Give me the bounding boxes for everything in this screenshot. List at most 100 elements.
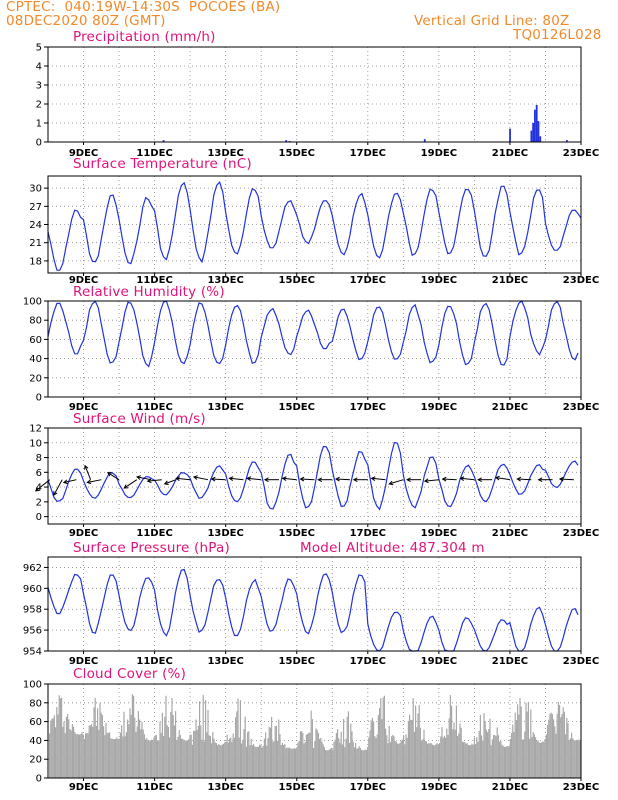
cloud-bar — [320, 737, 322, 778]
cloud-bar — [130, 714, 132, 778]
cloud-bar — [173, 725, 175, 778]
cloud-bar — [177, 736, 179, 778]
cloud-bar — [515, 720, 517, 778]
cloud-bar — [383, 695, 385, 778]
cloud-bar — [525, 702, 527, 778]
cloud-bar — [395, 741, 397, 778]
cloud-bar — [434, 745, 436, 778]
temp-title: Surface Temperature (nC) — [73, 156, 252, 172]
cloud-bar — [578, 739, 580, 778]
cloud-bar — [226, 734, 228, 778]
cloud-bar — [74, 731, 76, 778]
cloud-bar — [57, 714, 59, 778]
cloud-bar — [277, 740, 279, 778]
cloud-bar — [381, 719, 383, 778]
cloud-bar — [560, 717, 562, 778]
temp-xtick-label: 9DEC — [69, 275, 98, 286]
cloud-bar — [513, 731, 515, 778]
cloud-bar — [215, 743, 217, 778]
cloud-bar — [53, 715, 55, 778]
cloud-bar — [113, 739, 115, 778]
cloud-bar — [83, 738, 85, 778]
cloud-bar — [265, 732, 267, 778]
cloud-bar — [429, 743, 431, 778]
precip-bar — [534, 109, 536, 142]
cloud-bar — [427, 743, 429, 778]
cloud-bar — [385, 728, 387, 778]
cloud-bar — [73, 726, 75, 778]
rh-ytick-label: 40 — [29, 354, 42, 365]
cloud-bar — [67, 713, 69, 778]
cloud-bar — [199, 701, 201, 778]
cloud-bar — [493, 734, 495, 778]
cloud-bar — [281, 742, 283, 778]
rh-ytick-label: 80 — [29, 316, 42, 327]
wind-vector-head — [246, 476, 252, 481]
cloud-bar — [193, 730, 195, 778]
cloud-bar — [317, 732, 319, 778]
cloud-bar — [371, 717, 373, 778]
cloud-bar — [531, 736, 533, 778]
cloud-bar — [339, 742, 341, 778]
cloud-bar — [233, 737, 235, 778]
cloud-bar — [506, 746, 508, 778]
precip-xtick-label: 13DEC — [207, 148, 243, 159]
wind-ytick-label: 2 — [36, 497, 42, 508]
cloud-bar — [347, 711, 349, 778]
cloud-bar — [398, 743, 400, 778]
cloud-bar — [55, 727, 57, 778]
wind-vector-head — [62, 479, 68, 485]
cloud-bar — [370, 720, 372, 778]
temp-xtick-label: 17DEC — [350, 275, 386, 286]
cloud-xtick-label: 15DEC — [279, 782, 315, 793]
precip-xtick-label: 9DEC — [69, 148, 98, 159]
precip-frame — [47, 46, 582, 143]
cloud-bar — [49, 733, 51, 778]
cloud-bar — [393, 736, 395, 778]
precip-title: Precipitation (mm/h) — [73, 29, 216, 45]
temp-xtick-label: 11DEC — [136, 275, 172, 286]
cloud-bar — [471, 743, 473, 778]
cloud-bar — [329, 748, 331, 778]
cloud-bar — [266, 745, 268, 778]
cloud-bar — [50, 720, 52, 778]
cloud-bar — [105, 722, 107, 778]
cloud-bar — [442, 737, 444, 778]
cloud-bar — [128, 724, 130, 778]
cloud-bar — [417, 713, 419, 778]
cloud-bar — [495, 736, 497, 778]
cloud-bar — [272, 741, 274, 778]
cloud-bar — [303, 743, 305, 778]
cloud-bar — [358, 746, 360, 778]
cloud-bar — [175, 711, 177, 778]
wind-ytick-label: 10 — [29, 438, 42, 449]
cloud-ytick-label: 60 — [29, 717, 42, 728]
wind-xtick-label: 21DEC — [492, 528, 528, 539]
cloud-bar — [350, 723, 352, 778]
wind-vector-head — [34, 487, 40, 492]
wind-vector-head — [494, 475, 500, 481]
cloud-bar — [563, 711, 565, 778]
cloud-bar — [61, 697, 63, 778]
cloud-bar — [191, 744, 193, 778]
wind-vector — [460, 477, 475, 481]
cloud-bar — [178, 730, 180, 778]
precip-xtick-label: 15DEC — [279, 148, 315, 159]
cloud-bar — [313, 748, 315, 778]
cloud-bar — [403, 735, 405, 778]
rh-xtick-label: 9DEC — [69, 402, 98, 413]
cloud-bar — [361, 749, 363, 778]
rh-xtick-label: 11DEC — [136, 402, 172, 413]
cloud-bar — [275, 725, 277, 778]
panel-precip: Precipitation (mm/h) 0 1 2 3 4 5 9DEC 11DEC 13DEC… — [36, 29, 600, 159]
cloud-bar — [77, 734, 79, 778]
cloud-bar — [512, 724, 514, 778]
pres-xtick-label: 13DEC — [207, 656, 243, 667]
cloud-bar — [556, 713, 558, 778]
cloud-bar — [183, 739, 185, 778]
cloud-bar — [94, 697, 96, 778]
precip-bar — [423, 139, 426, 142]
cloud-bar — [551, 714, 553, 778]
cloud-bar — [545, 734, 547, 778]
precip-xtick-label: 17DEC — [350, 148, 386, 159]
